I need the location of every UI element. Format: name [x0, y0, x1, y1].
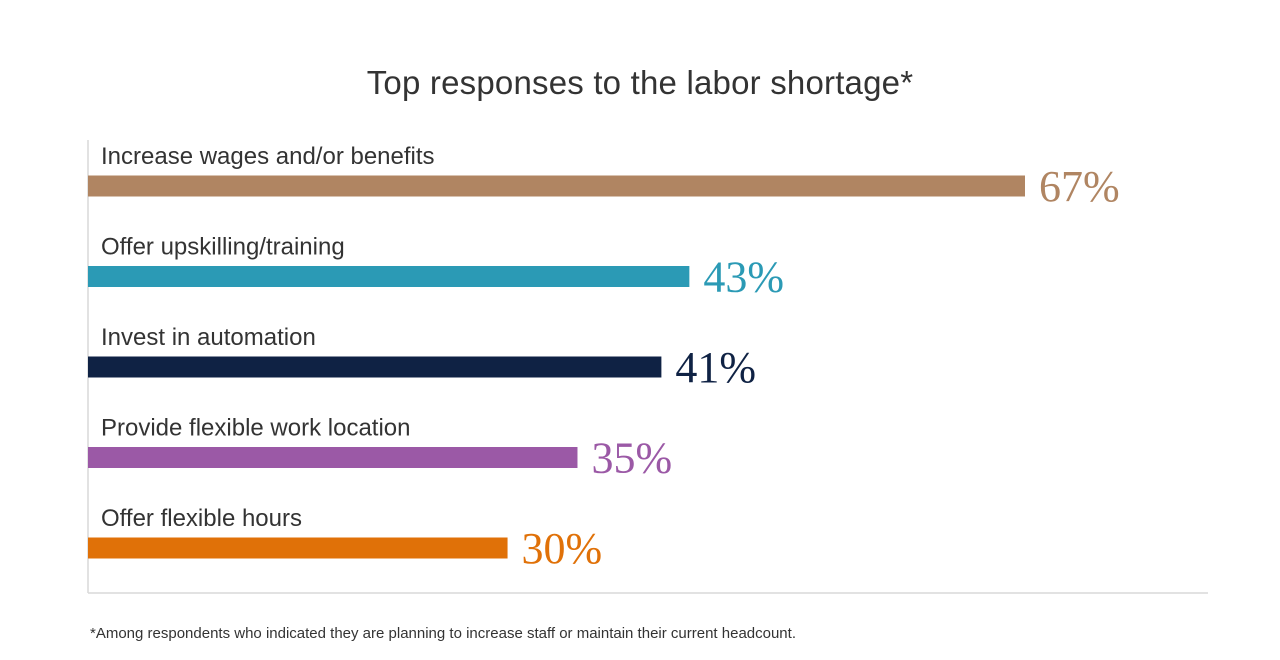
- category-label: Provide flexible work location: [101, 415, 410, 442]
- category-label: Offer flexible hours: [101, 505, 302, 532]
- category-label: Invest in automation: [101, 324, 316, 351]
- value-label: 35%: [591, 434, 672, 483]
- bar: [88, 447, 578, 468]
- bars-group: Increase wages and/or benefits 67% Offer u…: [88, 143, 1120, 573]
- bar: [88, 175, 1025, 197]
- footnote: *Among respondents who indicated they ar…: [90, 625, 796, 642]
- category-label: Increase wages and/or benefits: [101, 143, 435, 170]
- value-label: 67%: [1039, 162, 1120, 211]
- chart-title: Top responses to the labor shortage*: [366, 64, 914, 101]
- bar: [88, 266, 690, 287]
- value-label: 30%: [522, 524, 603, 573]
- value-label: 41%: [675, 343, 756, 392]
- category-label: Offer upskilling/training: [101, 234, 345, 261]
- bar: [88, 356, 662, 378]
- value-label: 43%: [703, 253, 784, 302]
- bar: [88, 537, 508, 559]
